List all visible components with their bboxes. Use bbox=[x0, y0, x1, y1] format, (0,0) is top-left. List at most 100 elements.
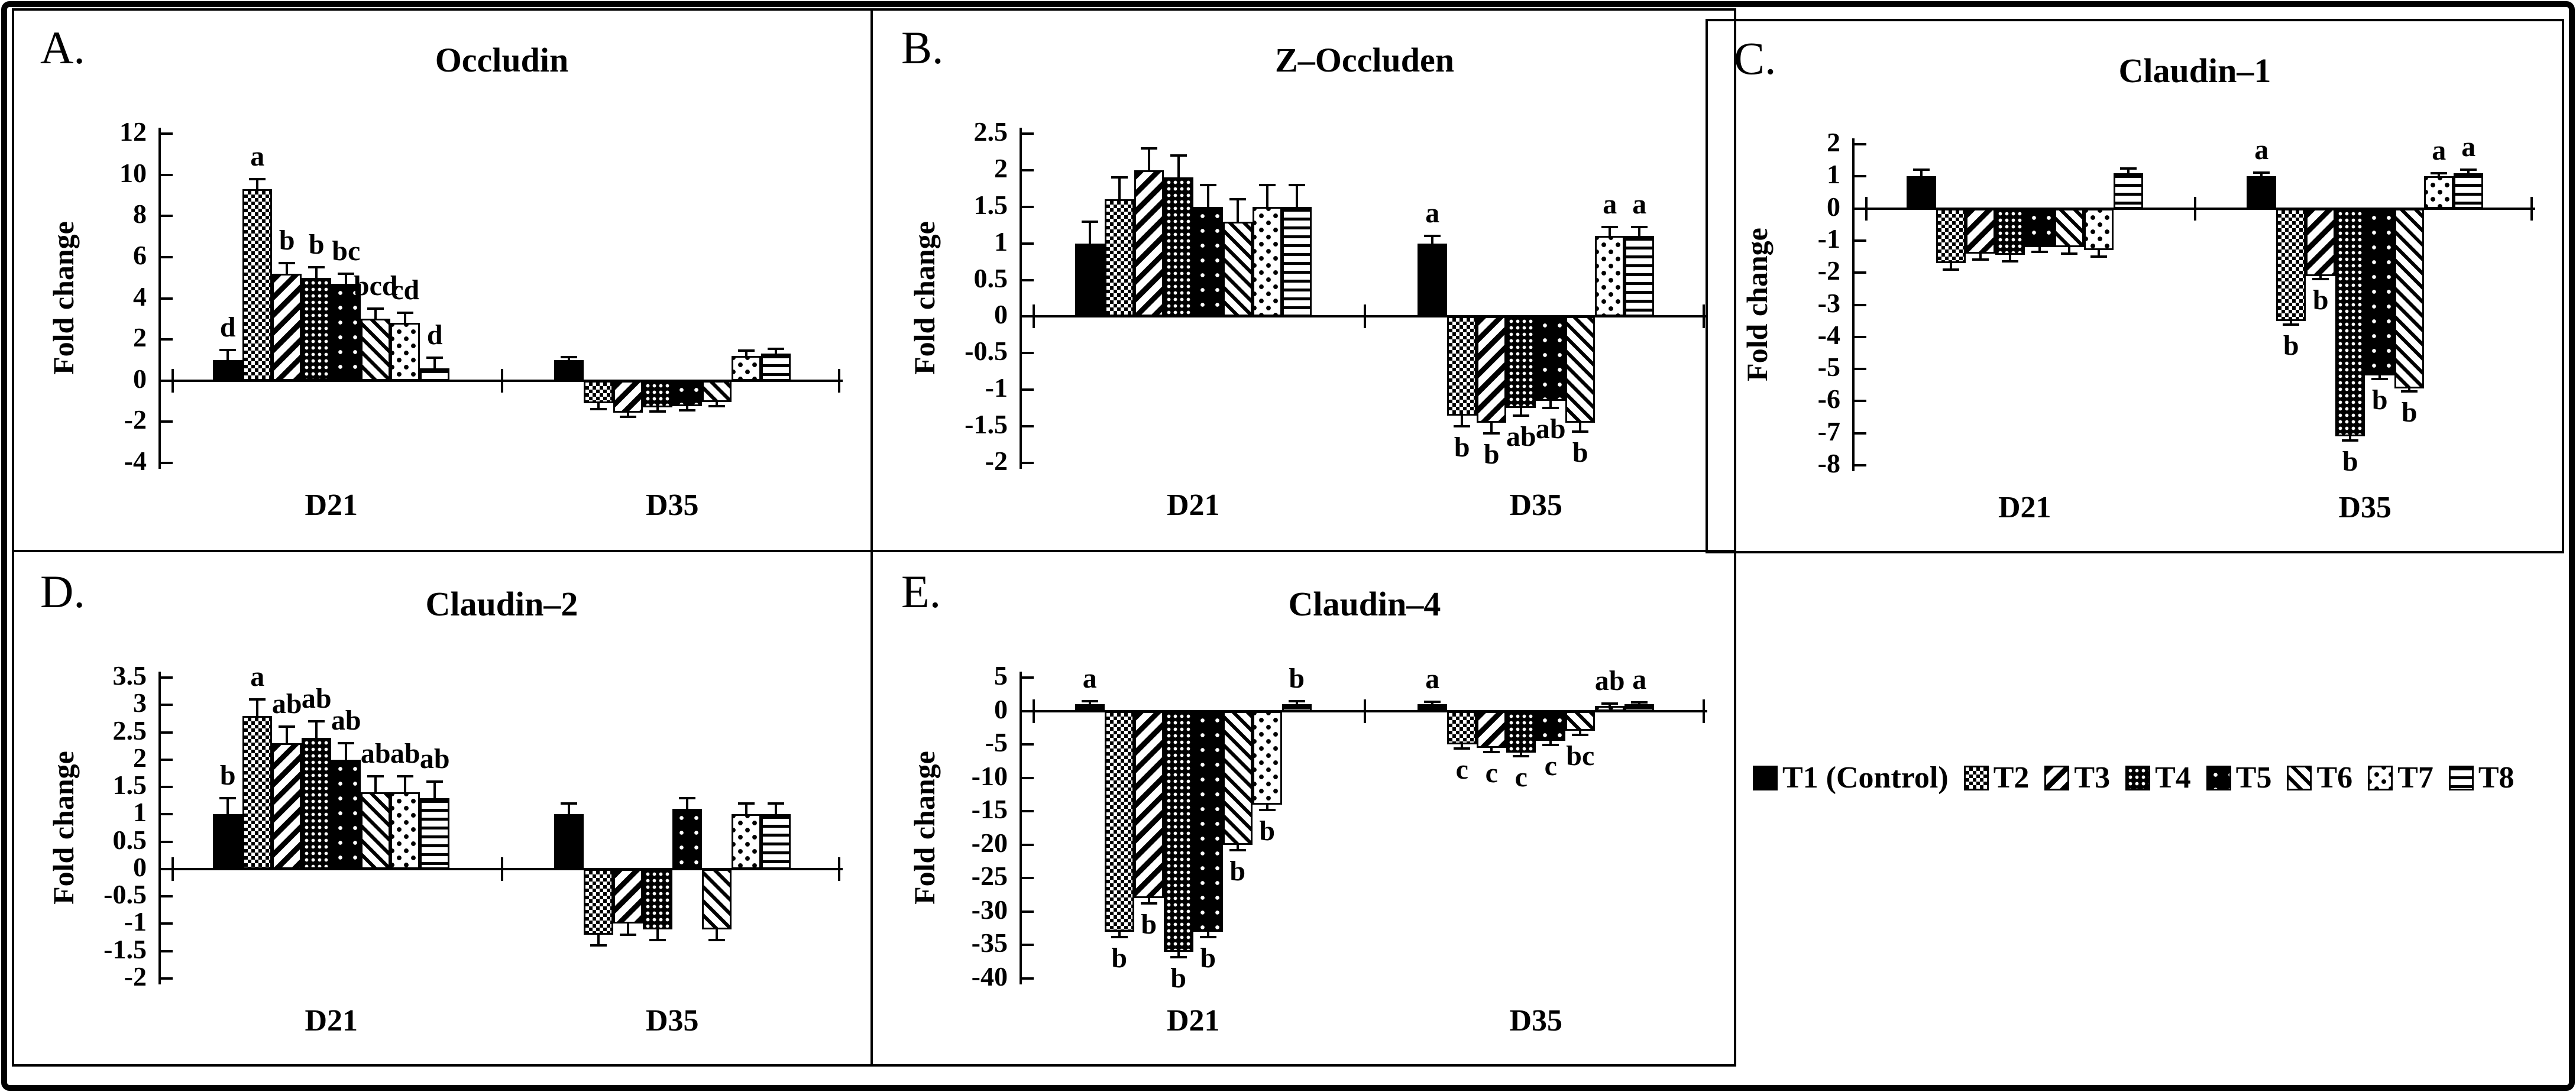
y-axis bbox=[1852, 138, 1855, 471]
significance-letter: b bbox=[2283, 330, 2299, 362]
panel-c-border bbox=[1706, 19, 2564, 553]
legend-label: T4 bbox=[2155, 761, 2191, 795]
bar-d35-t6 bbox=[1565, 316, 1596, 423]
bar-d35-t1 bbox=[1418, 704, 1448, 711]
error-bar-cap bbox=[767, 802, 784, 805]
legend-swatch-t4 bbox=[2125, 765, 2151, 790]
legend-item-t7: T7 bbox=[2368, 760, 2433, 795]
y-axis bbox=[158, 128, 161, 469]
bar-d21-t7 bbox=[1252, 711, 1282, 805]
error-bar bbox=[685, 406, 688, 411]
error-bar-cap bbox=[1572, 430, 1589, 433]
bar-d35-t2 bbox=[2276, 208, 2306, 321]
significance-letter: a bbox=[1632, 663, 1647, 695]
group-label-d21: D21 bbox=[1166, 1004, 1220, 1038]
error-bar bbox=[2038, 247, 2041, 252]
bar-d21-t2 bbox=[1104, 199, 1134, 317]
panel-claudin-2: D. Claudin–2 Fold change 3.5 3 2.5 2 1.5 1 0.5… bbox=[13, 553, 869, 1064]
y-tick-label: 2 bbox=[1827, 127, 1840, 157]
error-bar-cap bbox=[1542, 407, 1559, 410]
y-tick bbox=[161, 255, 173, 258]
group-label-d35: D35 bbox=[645, 1004, 699, 1038]
legend-swatch-t1 bbox=[1753, 765, 1778, 790]
significance-letter: b bbox=[1454, 432, 1470, 464]
y-tick-label: -2 bbox=[124, 404, 147, 435]
error-bar bbox=[1266, 804, 1268, 810]
error-bar bbox=[256, 179, 259, 189]
y-tick-label: -1 bbox=[124, 906, 147, 937]
y-tick bbox=[1022, 132, 1034, 135]
bar-d21-t6 bbox=[1222, 711, 1253, 845]
y-tick bbox=[1855, 175, 1866, 178]
error-bar bbox=[226, 798, 229, 815]
bar-d35-t5 bbox=[672, 809, 702, 869]
y-tick-label: 0.5 bbox=[973, 263, 1008, 293]
significance-letter: bcd bbox=[353, 270, 398, 302]
error-bar bbox=[1490, 422, 1493, 434]
error-bar-cap bbox=[1288, 183, 1305, 186]
significance-letter: b bbox=[1289, 662, 1305, 694]
error-bar bbox=[1295, 701, 1298, 705]
bar-d35-t6 bbox=[1565, 711, 1596, 731]
error-bar bbox=[1177, 155, 1180, 178]
significance-letter: cd bbox=[391, 274, 420, 306]
significance-letter: ab bbox=[1594, 665, 1625, 697]
bar-d35-t7 bbox=[1595, 705, 1625, 711]
y-tick-label: 0 bbox=[133, 363, 147, 394]
y-tick-label: 2 bbox=[994, 153, 1008, 183]
significance-letter: a bbox=[1425, 197, 1440, 229]
plot-area: 2 1 0 -1 -2 -3 -4 -5 -6 -7 -8 D21 a b b b b b a a D35 bbox=[1707, 20, 2562, 551]
chart-title: Claudin–1 bbox=[2118, 51, 2271, 90]
bar-d21-t1 bbox=[1906, 176, 1936, 209]
error-bar bbox=[745, 803, 747, 815]
y-tick-label: 0 bbox=[133, 851, 147, 882]
bar-d35-t3 bbox=[613, 869, 643, 924]
error-bar-cap bbox=[619, 933, 636, 936]
error-bar bbox=[1088, 221, 1091, 244]
bar-d21-t8 bbox=[420, 368, 450, 381]
error-bar-cap bbox=[1942, 268, 1959, 271]
significance-letter: c bbox=[1514, 762, 1528, 793]
error-bar-cap bbox=[1081, 220, 1098, 223]
error-bar-cap bbox=[308, 266, 325, 269]
y-tick bbox=[1022, 352, 1034, 355]
y-tick-label: 2.5 bbox=[112, 715, 147, 746]
error-bar bbox=[774, 803, 777, 815]
significance-letter: b bbox=[308, 229, 325, 261]
bar-d35-t4 bbox=[2335, 208, 2365, 437]
y-tick-label: 1 bbox=[133, 797, 147, 828]
panel-z-occluden: B. Z–Occluden Fold change 2.5 2 1.5 1 0.5 0 -0… bbox=[874, 9, 1734, 549]
error-bar-cap bbox=[338, 742, 355, 745]
y-tick bbox=[1022, 776, 1034, 779]
error-bar bbox=[256, 699, 259, 716]
error-bar bbox=[1579, 731, 1582, 735]
error-bar bbox=[286, 727, 289, 744]
y-tick-label: 1 bbox=[994, 226, 1008, 257]
error-bar-cap bbox=[1912, 169, 1930, 171]
error-bar-cap bbox=[1513, 414, 1530, 417]
y-tick bbox=[161, 731, 173, 734]
bar-d35-t4 bbox=[1506, 316, 1536, 409]
bar-d35-t3 bbox=[613, 380, 643, 413]
error-bar-cap bbox=[2342, 439, 2359, 442]
significance-letter: ab bbox=[331, 705, 361, 737]
error-bar bbox=[1147, 898, 1150, 904]
legend-swatch-t3 bbox=[2044, 765, 2070, 790]
significance-letter: ab bbox=[360, 737, 391, 769]
y-tick-label: -5 bbox=[985, 727, 1008, 758]
y-tick bbox=[1022, 278, 1034, 281]
group-label-d21: D21 bbox=[1166, 488, 1220, 522]
plot-area: 5 0 -5 -10 -15 -20 -25 -30 -35 -40 a b b b b b b b D21 a c c c… bbox=[874, 553, 1734, 1064]
y-tick-label: 5 bbox=[994, 660, 1008, 691]
error-bar bbox=[1579, 422, 1582, 432]
y-tick bbox=[1855, 143, 1866, 145]
bar-d35-t1 bbox=[2247, 176, 2277, 209]
y-tick bbox=[161, 840, 173, 843]
error-bar bbox=[404, 776, 407, 793]
legend-label: T8 bbox=[2478, 761, 2514, 795]
error-bar bbox=[1979, 253, 1982, 260]
y-tick-label: -0.5 bbox=[965, 336, 1008, 367]
y-tick bbox=[1022, 425, 1034, 428]
legend-item-t4: T4 bbox=[2125, 760, 2191, 795]
bar-d35-t4 bbox=[642, 380, 672, 407]
